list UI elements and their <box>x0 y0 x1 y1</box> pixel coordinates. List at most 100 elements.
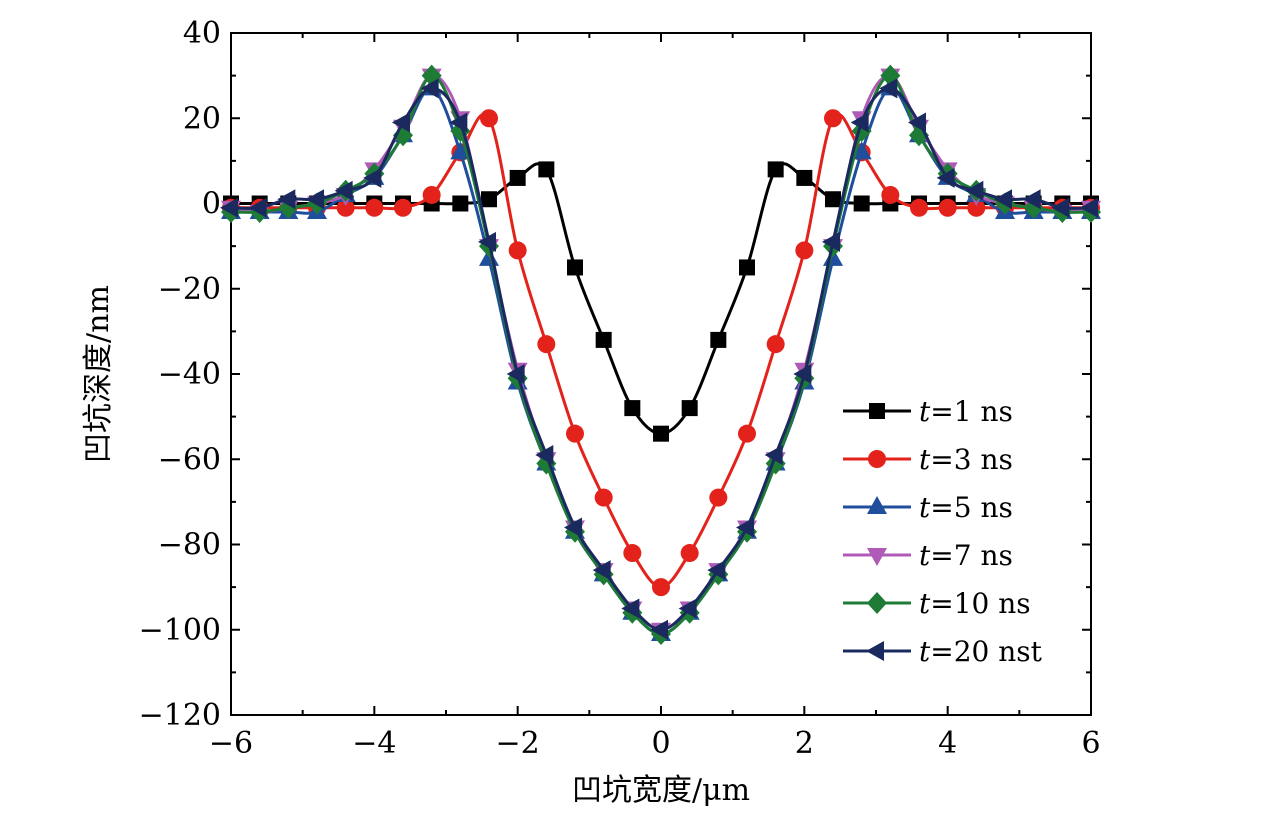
legend-entry: t=3 ns <box>843 443 1013 476</box>
legend-marker <box>867 496 887 514</box>
y-tick-label: −120 <box>139 698 221 733</box>
data-point <box>653 425 669 442</box>
y-tick-label: −20 <box>158 272 221 307</box>
data-point <box>908 112 926 133</box>
x-tick-label: 4 <box>938 726 957 761</box>
data-point <box>564 517 582 538</box>
data-point <box>449 112 468 133</box>
x-tick-label: −6 <box>209 726 253 761</box>
data-point <box>567 259 583 276</box>
data-point <box>277 189 296 210</box>
legend-marker <box>866 641 884 661</box>
data-point <box>623 544 642 563</box>
data-point <box>220 197 238 218</box>
data-point <box>306 189 324 210</box>
legend-entry: t=7 ns <box>843 539 1013 572</box>
data-point <box>910 198 928 217</box>
data-point <box>707 560 726 581</box>
data-point <box>881 185 900 204</box>
data-point <box>394 198 412 217</box>
data-point <box>363 167 382 188</box>
data-point <box>796 169 813 186</box>
y-tick-label: −80 <box>158 528 221 563</box>
series-5 <box>220 78 1098 640</box>
legend-entry: t=5 ns <box>843 491 1013 524</box>
data-point <box>621 598 640 619</box>
x-tick-label: 6 <box>1081 726 1100 761</box>
data-point <box>739 259 755 276</box>
data-point <box>709 488 728 507</box>
legend-marker <box>867 548 887 566</box>
x-tick-label: −2 <box>496 726 540 761</box>
x-tick-label: −4 <box>352 726 396 761</box>
legend-entry: t=20 nst <box>843 635 1043 668</box>
data-point <box>392 112 410 133</box>
data-point <box>537 335 556 354</box>
x-tick-label: 2 <box>795 726 814 761</box>
data-point <box>936 167 955 188</box>
y-tick-label: −100 <box>139 613 221 648</box>
data-point <box>538 161 555 178</box>
data-point <box>938 198 957 217</box>
data-point <box>681 400 698 417</box>
data-point <box>652 578 670 597</box>
data-point <box>851 141 872 160</box>
data-point <box>592 560 611 581</box>
data-point <box>738 424 756 443</box>
data-point <box>509 169 526 186</box>
data-point <box>824 109 842 128</box>
data-point <box>450 141 471 160</box>
data-point <box>481 191 497 208</box>
data-point <box>678 598 697 619</box>
legend-label: t=10 ns <box>919 587 1031 620</box>
data-point <box>336 198 355 217</box>
data-point <box>879 78 898 99</box>
data-point <box>850 112 869 133</box>
y-tick-label: 40 <box>183 16 221 51</box>
data-point <box>793 364 812 384</box>
legend-label: t=5 ns <box>919 491 1013 524</box>
data-point <box>766 335 785 354</box>
data-point <box>710 331 727 348</box>
legend-entry: t=10 ns <box>843 587 1031 620</box>
data-point <box>480 109 498 128</box>
data-point <box>506 364 525 384</box>
data-point <box>334 180 353 201</box>
data-point <box>795 241 814 260</box>
y-axis-title: 凹坑深度/nm <box>81 285 116 463</box>
data-point <box>1080 197 1098 218</box>
data-point <box>624 400 641 417</box>
data-point <box>594 488 613 507</box>
legend-label: t=3 ns <box>919 443 1013 476</box>
data-point <box>736 517 754 538</box>
y-tick-label: 20 <box>183 101 221 136</box>
data-point <box>822 231 840 252</box>
data-point <box>767 161 784 178</box>
legend: t=1 ns t=3 ns t=5 ns t=7 ns t=10 ns t=20 nst <box>843 395 1043 668</box>
data-point <box>422 185 441 204</box>
data-point <box>595 331 612 348</box>
data-point <box>248 197 267 218</box>
legend-label: t=7 ns <box>919 539 1013 572</box>
legend-label: t=1 ns <box>919 395 1013 428</box>
data-point <box>967 198 986 217</box>
data-point <box>764 444 783 465</box>
data-point <box>535 444 554 465</box>
data-point <box>365 198 384 217</box>
data-point <box>650 619 668 640</box>
data-point <box>508 241 527 260</box>
y-tick-label: −60 <box>158 442 221 477</box>
data-point <box>1022 189 1041 210</box>
data-point <box>965 180 984 201</box>
legend-marker <box>869 403 885 419</box>
x-axis-title: 凹坑宽度/μm <box>572 773 750 808</box>
legend-marker <box>868 450 886 468</box>
data-point <box>452 195 469 212</box>
legend-label: t=20 nst <box>919 635 1043 668</box>
data-point <box>680 544 699 563</box>
y-tick-label: 0 <box>202 187 221 222</box>
data-point <box>825 191 841 208</box>
series-line <box>230 162 1091 436</box>
